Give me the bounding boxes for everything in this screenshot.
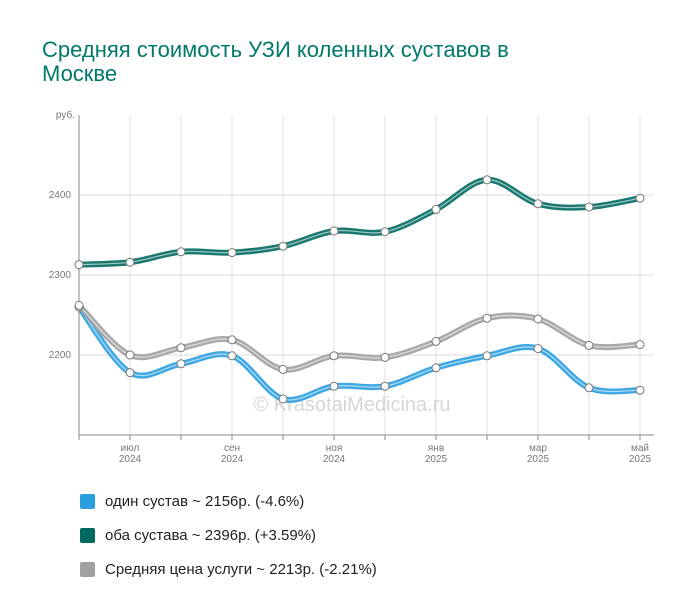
point (125, 257, 135, 267)
legend-item: оба сустава ~ 2396р. (+3.59%) (80, 518, 377, 552)
x-tick-label: янв 2025 (425, 443, 448, 465)
x-tick-label-line: 2024 (323, 454, 346, 465)
x-tick-label-line: ноя (326, 443, 343, 454)
point (278, 241, 288, 251)
point (125, 368, 135, 378)
x-tick-label: сен 2024 (221, 443, 244, 465)
point (635, 193, 645, 203)
legend-label: один сустав ~ 2156р. (-4.6%) (105, 492, 305, 510)
legend-item: один сустав ~ 2156р. (-4.6%) (80, 484, 377, 518)
x-tick-label-line: 2025 (629, 454, 652, 465)
x-tick-label-line: июл (121, 443, 140, 454)
x-tick-label-line: 2024 (119, 454, 142, 465)
line (78, 179, 641, 266)
legend-label: оба сустава ~ 2396р. (+3.59%) (105, 526, 317, 544)
legend-swatch (80, 493, 95, 509)
x-tick-label-line: янв (428, 443, 444, 454)
point (635, 340, 645, 350)
y-unit: руб. (56, 109, 75, 121)
point (227, 248, 237, 258)
point (176, 247, 186, 257)
point (278, 364, 288, 374)
x-tick-label: июл 2024 (119, 443, 142, 465)
point (533, 314, 543, 324)
point (584, 340, 594, 350)
legend-swatch (80, 527, 95, 543)
point (533, 344, 543, 354)
point (227, 335, 237, 345)
x-tick-label: мар 2025 (527, 443, 550, 465)
point (176, 359, 186, 369)
x-tick-label-line: 2024 (221, 454, 244, 465)
x-tick-label-line: сен (224, 443, 240, 454)
point (74, 300, 84, 310)
point (431, 204, 441, 214)
legend-item: Средняя цена услуги ~ 2213р. (-2.21%) (80, 552, 377, 586)
y-tick-label: 2400 (49, 190, 72, 201)
legend-swatch (80, 561, 95, 577)
point (482, 175, 492, 185)
point (431, 363, 441, 373)
point (584, 202, 594, 212)
point (380, 352, 390, 362)
line (78, 306, 641, 401)
point (125, 350, 135, 360)
point (482, 351, 492, 361)
x-tick-label-line: мар (529, 443, 547, 454)
point (533, 199, 543, 209)
point (329, 351, 339, 361)
x-tick-label-line: 2025 (425, 454, 448, 465)
y-tick-label: 2300 (49, 270, 72, 281)
x-tick-label: май 2025 (629, 443, 652, 465)
point (584, 383, 594, 393)
point (278, 394, 288, 404)
point (74, 260, 84, 270)
x-tick-label-line: 2025 (527, 454, 550, 465)
x-tick-label-line: май (631, 443, 649, 454)
point (176, 343, 186, 353)
point (431, 336, 441, 346)
point (227, 351, 237, 361)
point (329, 381, 339, 391)
point (329, 226, 339, 236)
point (380, 227, 390, 237)
line-outline (78, 176, 641, 268)
legend-label: Средняя цена услуги ~ 2213р. (-2.21%) (105, 560, 377, 578)
legend: один сустав ~ 2156р. (-4.6%) оба сустава … (80, 484, 377, 586)
point (482, 313, 492, 323)
chart-title: Средняя стоимость УЗИ коленных суставов … (42, 37, 509, 86)
y-tick-label: 2200 (49, 350, 72, 361)
x-tick-label: ноя 2024 (323, 443, 346, 465)
point (380, 381, 390, 391)
point (635, 385, 645, 395)
